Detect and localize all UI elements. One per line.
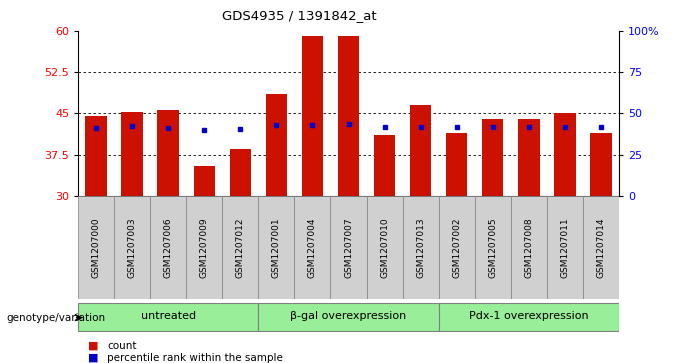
Bar: [482, 119, 503, 196]
Text: GSM1207003: GSM1207003: [128, 217, 137, 278]
Text: GSM1207008: GSM1207008: [524, 217, 533, 278]
Bar: [78, 303, 258, 331]
Bar: [230, 149, 251, 196]
Text: ■: ■: [88, 340, 99, 351]
Text: count: count: [107, 340, 137, 351]
Text: genotype/variation: genotype/variation: [7, 313, 106, 323]
Bar: [330, 196, 367, 299]
Bar: [475, 196, 511, 299]
Bar: [78, 196, 114, 299]
Text: GSM1207004: GSM1207004: [308, 217, 317, 278]
Bar: [294, 196, 330, 299]
Bar: [86, 116, 107, 196]
Bar: [446, 133, 467, 196]
Text: GSM1207007: GSM1207007: [344, 217, 353, 278]
Text: GSM1207000: GSM1207000: [92, 217, 101, 278]
Bar: [194, 166, 215, 196]
Bar: [122, 112, 143, 196]
Bar: [158, 110, 179, 196]
Bar: [590, 133, 611, 196]
Text: GSM1207013: GSM1207013: [416, 217, 425, 278]
Bar: [583, 196, 619, 299]
Bar: [439, 196, 475, 299]
Bar: [511, 196, 547, 299]
Bar: [403, 196, 439, 299]
Text: GSM1207006: GSM1207006: [164, 217, 173, 278]
Text: GDS4935 / 1391842_at: GDS4935 / 1391842_at: [222, 9, 377, 22]
Bar: [439, 303, 619, 331]
Text: GSM1207002: GSM1207002: [452, 217, 461, 278]
Bar: [150, 196, 186, 299]
Bar: [258, 303, 439, 331]
Bar: [186, 196, 222, 299]
Text: GSM1207012: GSM1207012: [236, 217, 245, 278]
Text: ■: ■: [88, 352, 99, 363]
Text: β-gal overexpression: β-gal overexpression: [290, 311, 407, 321]
Text: Pdx-1 overexpression: Pdx-1 overexpression: [469, 311, 588, 321]
Text: GSM1207011: GSM1207011: [560, 217, 569, 278]
Bar: [258, 196, 294, 299]
Bar: [222, 196, 258, 299]
Bar: [374, 135, 395, 196]
Bar: [302, 36, 323, 196]
Bar: [338, 36, 359, 196]
Text: GSM1207001: GSM1207001: [272, 217, 281, 278]
Bar: [410, 105, 431, 196]
Text: GSM1207005: GSM1207005: [488, 217, 497, 278]
Text: untreated: untreated: [141, 311, 196, 321]
Text: GSM1207014: GSM1207014: [596, 217, 605, 278]
Bar: [518, 119, 539, 196]
Bar: [266, 94, 287, 196]
Bar: [547, 196, 583, 299]
Text: percentile rank within the sample: percentile rank within the sample: [107, 352, 284, 363]
Text: GSM1207009: GSM1207009: [200, 217, 209, 278]
Text: GSM1207010: GSM1207010: [380, 217, 389, 278]
Bar: [367, 196, 403, 299]
Bar: [554, 113, 575, 196]
Bar: [114, 196, 150, 299]
